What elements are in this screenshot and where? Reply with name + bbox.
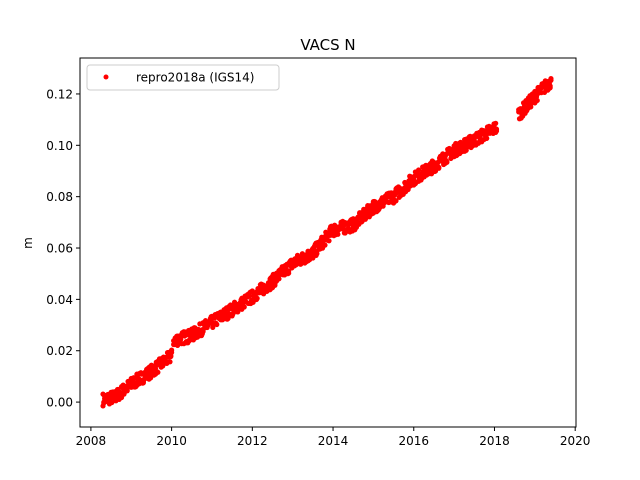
data-points	[100, 75, 554, 409]
data-point	[444, 159, 450, 165]
data-point	[393, 198, 399, 204]
data-point	[178, 336, 184, 342]
data-point	[548, 75, 554, 82]
data-point	[155, 369, 161, 375]
x-tick-label: 2020	[560, 434, 591, 448]
data-point	[169, 347, 175, 353]
chart-title: VACS N	[300, 36, 355, 54]
x-axis: 2008 2010 2012 2014 2016 2018 2020	[76, 427, 591, 448]
legend-marker	[103, 74, 109, 80]
data-point	[484, 135, 490, 141]
y-tick-label: 0.10	[46, 139, 73, 153]
plot-frame	[79, 57, 577, 428]
data-point	[286, 270, 292, 276]
x-tick-label: 2016	[398, 434, 429, 448]
y-tick-label: 0.08	[46, 190, 73, 204]
data-point	[547, 83, 553, 89]
data-point	[322, 242, 328, 248]
data-point	[276, 276, 282, 282]
data-point	[534, 97, 540, 104]
data-point	[109, 399, 115, 406]
x-tick-label: 2010	[156, 434, 187, 448]
y-axis: 0.00 0.02 0.04 0.06 0.08 0.10 0.12	[46, 87, 80, 410]
y-axis-label: m	[21, 237, 35, 249]
data-point	[254, 295, 260, 301]
legend-box	[86, 64, 280, 91]
legend-label: repro2018a (IGS14)	[136, 71, 254, 85]
data-point	[214, 321, 220, 328]
legend: repro2018a (IGS14)	[86, 64, 280, 91]
y-tick-label: 0.12	[46, 87, 73, 101]
x-tick-label: 2018	[479, 434, 510, 448]
y-tick-label: 0.06	[46, 242, 73, 256]
data-point	[167, 359, 173, 365]
y-tick-label: 0.04	[46, 293, 73, 307]
data-point	[326, 238, 332, 244]
data-point	[241, 304, 247, 310]
y-tick-label: 0.00	[46, 396, 73, 410]
data-point	[436, 165, 442, 171]
x-tick-label: 2008	[76, 434, 107, 448]
x-tick-label: 2012	[237, 434, 268, 448]
data-point	[210, 324, 216, 330]
data-point	[493, 126, 500, 132]
data-point	[528, 104, 534, 110]
data-point	[335, 231, 341, 237]
data-point	[493, 120, 499, 126]
y-tick-label: 0.02	[46, 344, 73, 358]
data-point	[416, 167, 422, 173]
x-tick-label: 2014	[318, 434, 349, 448]
